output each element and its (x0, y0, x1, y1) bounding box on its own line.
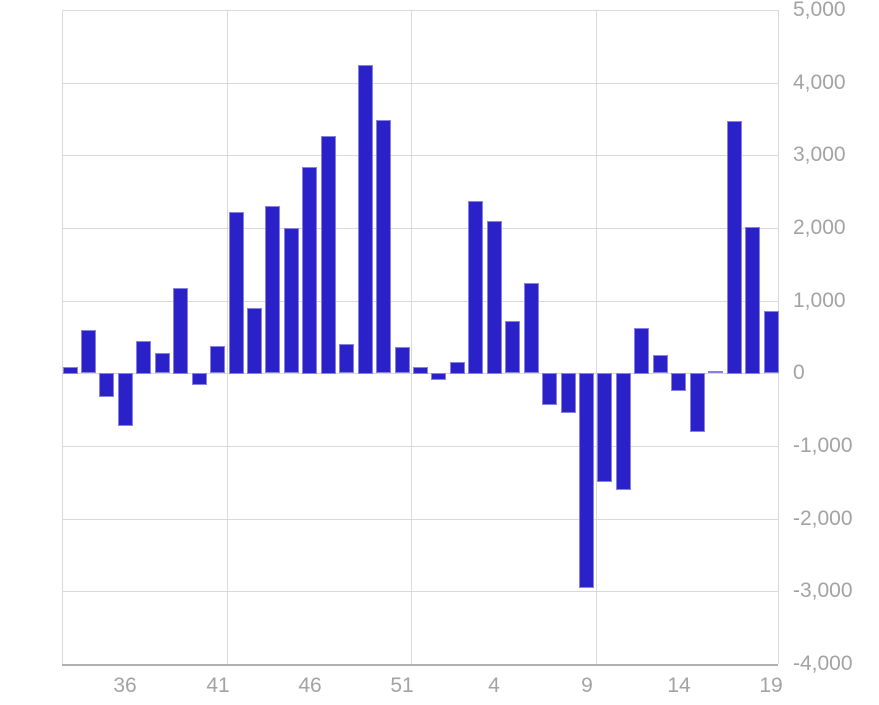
bar-week-19 (764, 311, 779, 373)
h-gridline (62, 228, 778, 229)
bar-week-2 (450, 362, 465, 374)
x-tick-label: 19 (759, 674, 783, 697)
h-gridline (62, 10, 778, 11)
bar-week-34 (81, 330, 96, 373)
x-tick-label: 41 (206, 674, 230, 697)
x-axis-line (62, 664, 778, 666)
bar-week-48 (339, 344, 354, 373)
bar-week-44 (265, 206, 280, 373)
y-tick-label: 2,000 (793, 216, 846, 239)
y-tick-label: -1,000 (793, 434, 853, 457)
h-gridline (62, 591, 778, 592)
h-gridline (62, 519, 778, 520)
bar-week-16 (708, 371, 723, 373)
bar-week-10 (597, 373, 612, 482)
bar-week-52 (413, 367, 428, 374)
y-tick-label: 0 (793, 361, 805, 384)
bar-week-8 (561, 373, 576, 413)
bar-week-14 (671, 373, 686, 391)
bar-week-18 (745, 227, 760, 374)
bar-week-7 (542, 373, 557, 405)
x-tick-label: 36 (113, 674, 137, 697)
y-tick-label: -4,000 (793, 652, 853, 675)
bar-week-3 (468, 201, 483, 374)
bar-week-1 (431, 373, 446, 380)
h-gridline (62, 446, 778, 447)
y-tick-label: -2,000 (793, 507, 853, 530)
x-tick-label: 4 (488, 674, 500, 697)
x-tick-label: 9 (581, 674, 593, 697)
bar-week-36 (118, 373, 133, 426)
v-gridline (62, 10, 63, 664)
bar-week-17 (727, 121, 742, 374)
bar-week-42 (229, 212, 244, 374)
y-tick-label: 3,000 (793, 143, 846, 166)
x-tick-label: 14 (667, 674, 691, 697)
bar-week-9 (579, 373, 594, 588)
bar-week-50 (376, 120, 391, 373)
y-tick-label: -3,000 (793, 579, 853, 602)
y-tick-label: 4,000 (793, 71, 846, 94)
bar-week-39 (173, 288, 188, 374)
bar-week-46 (302, 167, 317, 374)
x-tick-label: 46 (298, 674, 322, 697)
x-tick-label: 51 (390, 674, 414, 697)
bar-week-40 (192, 373, 207, 385)
bar-week-4 (487, 221, 502, 374)
bar-week-38 (155, 353, 170, 373)
y-tick-label: 5,000 (793, 0, 846, 21)
bar-week-47 (321, 136, 336, 374)
h-gridline (62, 155, 778, 156)
bar-week-12 (634, 328, 649, 374)
bar-week-35 (99, 373, 114, 397)
bar-week-6 (524, 283, 539, 373)
bar-week-13 (653, 355, 668, 373)
h-gridline (62, 83, 778, 84)
bar-week-15 (690, 373, 705, 432)
bar-week-49 (358, 65, 373, 374)
v-gridline (227, 10, 228, 664)
y-tick-label: 1,000 (793, 289, 846, 312)
bar-week-5 (505, 321, 520, 373)
bar-week-37 (136, 341, 151, 374)
bar-week-45 (284, 228, 299, 373)
bar-week-43 (247, 308, 262, 374)
v-gridline (411, 10, 412, 664)
bar-week-51 (395, 347, 410, 373)
bar-week-33 (63, 367, 78, 374)
bar-week-11 (616, 373, 631, 490)
v-gridline (596, 10, 597, 664)
bar-week-41 (210, 346, 225, 373)
h-gridline (62, 301, 778, 302)
